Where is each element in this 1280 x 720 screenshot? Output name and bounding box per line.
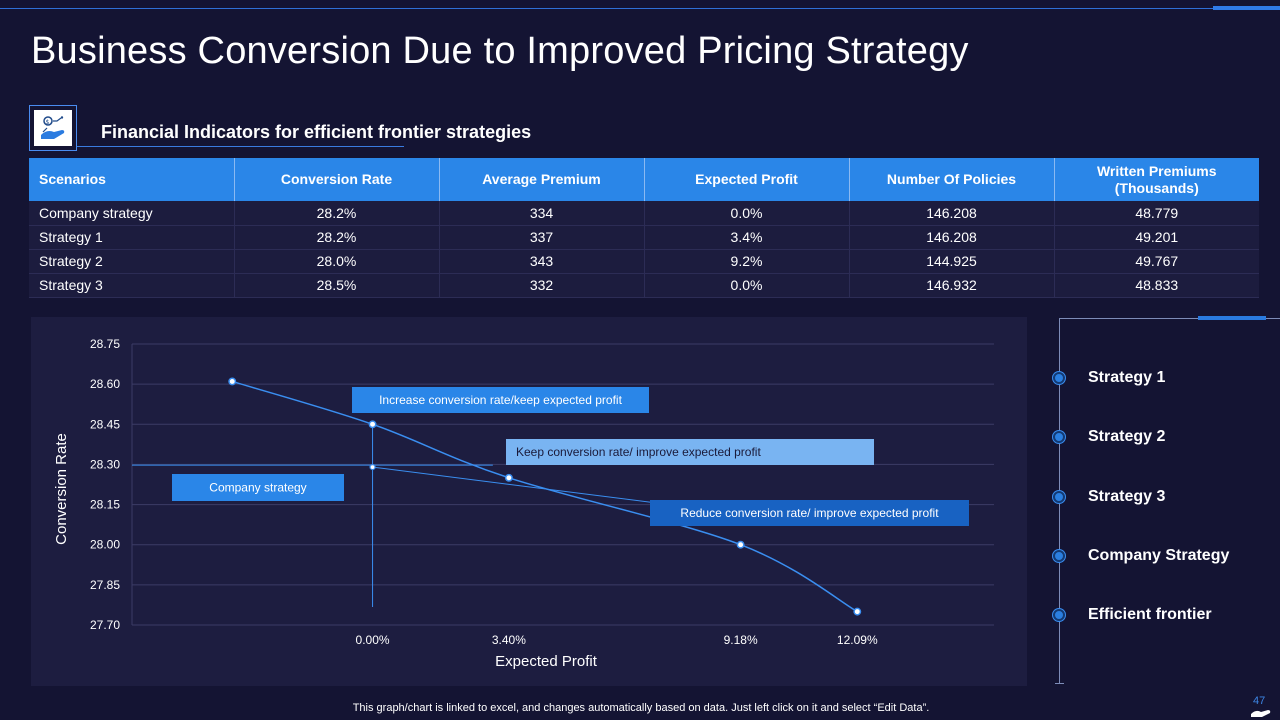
legend-item-strategy-2: Strategy 2 bbox=[1053, 427, 1259, 447]
legend-item-company-strategy: Company Strategy bbox=[1053, 546, 1259, 566]
table-cell: 9.2% bbox=[644, 249, 850, 274]
annotation-box bbox=[650, 500, 969, 526]
table-cell: Strategy 2 bbox=[29, 249, 235, 274]
strategy-legend: Strategy 1 Strategy 2 Strategy 3 Company… bbox=[1053, 316, 1280, 685]
legend-bullet-icon bbox=[1053, 491, 1065, 503]
table-row: Strategy 2 28.0% 343 9.2% 144.925 49.767 bbox=[29, 249, 1259, 274]
page-number: 47 bbox=[1253, 695, 1266, 707]
hand-logo-icon bbox=[1251, 710, 1271, 717]
table-cell: 28.5% bbox=[234, 273, 440, 298]
table-cell: 28.2% bbox=[234, 201, 440, 226]
table-cell: 332 bbox=[439, 273, 645, 298]
page-title: Business Conversion Due to Improved Pric… bbox=[31, 30, 969, 72]
legend-item-strategy-1: Strategy 1 bbox=[1053, 368, 1259, 388]
x-tick-label: 12.09% bbox=[837, 633, 878, 647]
legend-label: Strategy 1 bbox=[1088, 369, 1166, 386]
table-cell: 146.208 bbox=[849, 225, 1055, 250]
subtitle-underline bbox=[77, 146, 404, 147]
table-cell: 48.779 bbox=[1054, 201, 1259, 226]
data-point bbox=[504, 473, 513, 482]
table-cell: Company strategy bbox=[29, 201, 235, 226]
data-point bbox=[368, 420, 377, 429]
y-tick-label: 27.70 bbox=[90, 618, 120, 632]
y-tick-label: 28.60 bbox=[90, 377, 120, 391]
top-accent-bar bbox=[1213, 6, 1280, 10]
annotation-label: Company strategy bbox=[209, 481, 306, 495]
footer-note: This graph/chart is linked to excel, and… bbox=[352, 702, 930, 714]
table-cell: 28.2% bbox=[234, 225, 440, 250]
table-cell: 146.208 bbox=[849, 201, 1055, 226]
legend-bullet-icon bbox=[1053, 609, 1065, 621]
table-cell: 146.932 bbox=[849, 273, 1055, 298]
y-tick-label: 27.85 bbox=[90, 578, 120, 592]
table-cell: 28.0% bbox=[234, 249, 440, 274]
y-tick-label: 28.30 bbox=[90, 457, 120, 471]
table-cell: 3.4% bbox=[644, 225, 850, 250]
column-header: Scenarios bbox=[29, 158, 235, 201]
table-cell: 343 bbox=[439, 249, 645, 274]
legend-top-line bbox=[1059, 318, 1280, 319]
column-header: Written Premiums (Thousands) bbox=[1054, 158, 1259, 201]
legend-label: Company Strategy bbox=[1088, 547, 1230, 564]
table-cell: 0.0% bbox=[644, 273, 850, 298]
table-cell: 48.833 bbox=[1054, 273, 1259, 298]
money-hand-icon: $ bbox=[41, 116, 65, 139]
legend-bullet-icon bbox=[1053, 431, 1065, 443]
legend-bullet-icon bbox=[1053, 372, 1065, 384]
y-tick-label: 28.00 bbox=[90, 538, 120, 552]
column-header: Number Of Policies bbox=[849, 158, 1055, 201]
data-point bbox=[853, 607, 862, 616]
svg-text:$: $ bbox=[46, 119, 50, 126]
x-tick-label: 9.18% bbox=[724, 633, 758, 647]
table-row: Strategy 3 28.5% 332 0.0% 146.932 48.833 bbox=[29, 273, 1259, 298]
company-strategy-point bbox=[369, 464, 376, 471]
table-cell: 144.925 bbox=[849, 249, 1055, 274]
column-header: Average Premium bbox=[439, 158, 645, 201]
table-header-row: Scenarios Conversion Rate Average Premiu… bbox=[29, 158, 1259, 201]
legend-bullet-icon bbox=[1053, 550, 1065, 562]
table-cell: 0.0% bbox=[644, 201, 850, 226]
legend-item-efficient-frontier: Efficient frontier bbox=[1053, 605, 1259, 625]
data-point bbox=[736, 540, 745, 549]
annotation-label: Keep conversion rate/ improve expected p… bbox=[516, 445, 761, 459]
legend-accent-bar bbox=[1198, 316, 1266, 320]
finance-icon-frame: $ bbox=[29, 105, 77, 151]
y-tick-label: 28.15 bbox=[90, 498, 120, 512]
annotation-box bbox=[352, 387, 649, 413]
y-axis-title: Conversion Rate bbox=[53, 433, 70, 545]
data-point bbox=[228, 377, 237, 386]
column-header: Conversion Rate bbox=[234, 158, 440, 201]
section-subtitle: Financial Indicators for efficient front… bbox=[101, 122, 532, 142]
table-cell: 49.767 bbox=[1054, 249, 1259, 274]
table-cell: Strategy 3 bbox=[29, 273, 235, 298]
efficient-frontier-chart[interactable]: 27.70 27.85 28.00 28.15 28.30 28.45 28.60 28.75… bbox=[31, 317, 1027, 686]
legend-item-strategy-3: Strategy 3 bbox=[1053, 487, 1259, 507]
table-cell: Strategy 1 bbox=[29, 225, 235, 250]
annotation-box bbox=[506, 439, 874, 465]
annotation-box bbox=[172, 474, 344, 501]
legend-label: Efficient frontier bbox=[1088, 606, 1212, 623]
legend-label: Strategy 3 bbox=[1088, 488, 1166, 505]
x-tick-label: 0.00% bbox=[356, 633, 390, 647]
table-cell: 337 bbox=[439, 225, 645, 250]
annotation-label: Reduce conversion rate/ improve expected… bbox=[680, 506, 939, 520]
annotation-label: Increase conversion rate/keep expected p… bbox=[379, 393, 622, 407]
chart-canvas: 27.70 27.85 28.00 28.15 28.30 28.45 28.60 28.75… bbox=[53, 337, 994, 670]
top-divider bbox=[0, 8, 1280, 9]
table-row: Company strategy 28.2% 334 0.0% 146.208 … bbox=[29, 201, 1259, 226]
table-cell: 49.201 bbox=[1054, 225, 1259, 250]
table-cell: 334 bbox=[439, 201, 645, 226]
column-header: Expected Profit bbox=[644, 158, 850, 201]
table-row: Strategy 1 28.2% 337 3.4% 146.208 49.201 bbox=[29, 225, 1259, 250]
x-tick-label: 3.40% bbox=[492, 633, 526, 647]
financial-indicators-table: Scenarios Conversion Rate Average Premiu… bbox=[29, 158, 1259, 298]
y-tick-label: 28.45 bbox=[90, 417, 120, 431]
legend-bottom-tick bbox=[1055, 683, 1064, 684]
x-axis-title: Expected Profit bbox=[495, 653, 598, 670]
legend-label: Strategy 2 bbox=[1088, 428, 1166, 445]
y-tick-label: 28.75 bbox=[90, 337, 120, 351]
